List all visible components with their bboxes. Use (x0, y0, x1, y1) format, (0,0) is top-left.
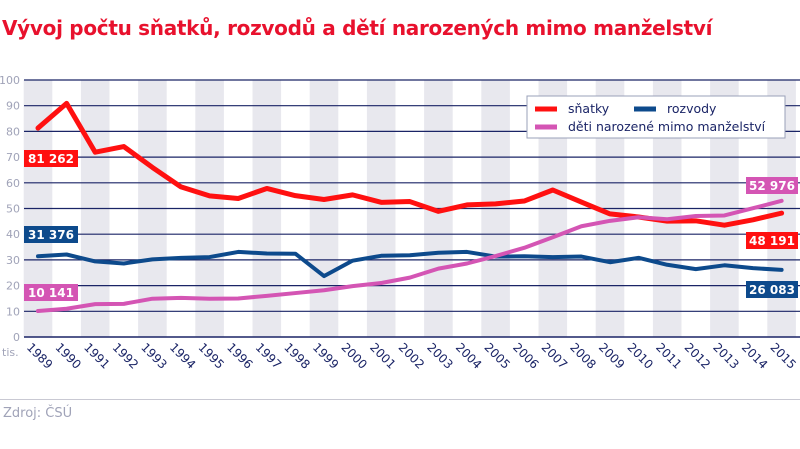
divider (0, 399, 800, 400)
label-box (24, 284, 78, 301)
x-tick-label: 1995 (195, 340, 226, 371)
x-tick-label: 2009 (596, 340, 627, 371)
x-tick-label: 1992 (110, 340, 141, 371)
x-tick-label: 2000 (338, 340, 369, 371)
x-tick-label: 1999 (310, 340, 341, 371)
label-text: 26 083 (749, 283, 795, 297)
y-tick-label: 80 (6, 125, 20, 138)
legend-box (526, 95, 786, 139)
y-tick-label: 10 (6, 305, 20, 318)
y-tick-label: 50 (6, 203, 20, 216)
label-text: 31 376 (28, 228, 74, 242)
label-box (746, 232, 798, 249)
label-text: 52 976 (749, 179, 795, 193)
y-axis-unit: tis. (2, 346, 19, 359)
start-value-label: 81 262 (24, 150, 78, 167)
legend-entry: děti narozené mimo manželství (568, 119, 766, 134)
x-tick-label: 1998 (281, 340, 312, 371)
x-tick-label: 1989 (24, 340, 55, 371)
x-tick-label: 2015 (767, 340, 798, 371)
y-tick-label: 20 (6, 280, 20, 293)
x-tick-label: 1990 (52, 340, 83, 371)
chart-title: Vývoj počtu sňatků, rozvodů a dětí naroz… (2, 16, 713, 40)
legend-entry: rozvody (667, 101, 717, 116)
legend-entry: sňatky (568, 101, 610, 116)
x-tick-label: 2013 (710, 340, 741, 371)
y-tick-label: 30 (6, 254, 20, 267)
x-tick-label: 2008 (567, 340, 598, 371)
legend: sňatky rozvody děti narozené mimo manželst… (526, 95, 786, 139)
x-tick-label: 2012 (682, 340, 713, 371)
x-tick-label: 2004 (453, 340, 484, 371)
label-box (24, 226, 78, 243)
x-tick-label: 1996 (224, 340, 255, 371)
x-tick-label: 2002 (396, 340, 427, 371)
x-tick-label: 2003 (424, 340, 455, 371)
end-value-label: 48 191 (746, 232, 798, 249)
x-tick-label: 2011 (653, 340, 684, 371)
x-tick-label: 1994 (167, 340, 198, 371)
label-box (746, 281, 798, 298)
x-tick-label: 1993 (138, 340, 169, 371)
y-tick-label: 0 (13, 331, 20, 344)
x-tick-label: 2010 (624, 340, 655, 371)
x-tick-label: 2001 (367, 340, 398, 371)
x-tick-label: 2006 (510, 340, 541, 371)
x-tick-label: 2005 (481, 340, 512, 371)
label-text: 81 262 (28, 152, 74, 166)
label-box (746, 177, 798, 194)
end-value-label: 26 083 (746, 281, 798, 298)
series-line-2 (36, 198, 784, 314)
x-tick-label: 1997 (253, 340, 284, 371)
source-note: Zdroj: ČSÚ (3, 406, 73, 421)
y-tick-label: 90 (6, 100, 20, 113)
start-value-label: 10 141 (24, 284, 78, 301)
y-tick-label: 40 (6, 228, 20, 241)
x-tick-label: 1991 (81, 340, 112, 371)
label-text: 10 141 (28, 286, 74, 300)
x-tick-label: 2014 (739, 340, 770, 371)
label-text: 48 191 (749, 234, 795, 248)
y-tick-label: 60 (6, 177, 20, 190)
start-value-label: 31 376 (24, 226, 78, 243)
series-line-1 (36, 249, 784, 279)
label-box (24, 150, 78, 167)
y-tick-label: 70 (6, 151, 20, 164)
y-tick-label: 100 (0, 74, 20, 87)
end-value-label: 52 976 (746, 177, 798, 194)
x-tick-label: 2007 (539, 340, 570, 371)
